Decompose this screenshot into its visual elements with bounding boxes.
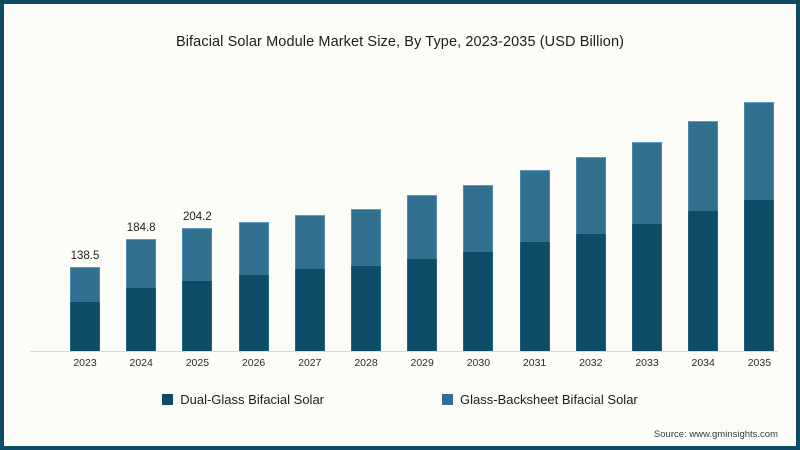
bar-segment-dual-glass-2026[interactable]: [238, 274, 269, 351]
x-axis-tick-2024: 2024: [129, 357, 153, 369]
bar-segment-dual-glass-2031[interactable]: [519, 241, 550, 351]
bar-segment-dual-glass-2027[interactable]: [294, 268, 325, 351]
bar-2033[interactable]: [632, 141, 662, 351]
bar-2024[interactable]: 184.8: [126, 222, 157, 351]
bar-segment-glass-backsheet-2027[interactable]: [294, 215, 325, 269]
bar-segment-dual-glass-2034[interactable]: [688, 210, 719, 351]
x-axis-tick-2032: 2032: [579, 357, 603, 369]
bar-segment-dual-glass-2023[interactable]: [70, 302, 100, 351]
bar-2035[interactable]: [744, 102, 775, 351]
legend-label-dual-glass: Dual-Glass Bifacial Solar: [180, 392, 325, 407]
x-axis-tick-2026: 2026: [241, 357, 266, 369]
bar-2023[interactable]: 138.5: [70, 250, 100, 351]
x-axis-tick-2034: 2034: [691, 357, 715, 369]
legend-swatch-dual-glass: [162, 394, 174, 405]
x-axis-tick-2027: 2027: [298, 357, 322, 369]
x-axis-tick-2025: 2025: [185, 357, 210, 369]
legend-swatch-glass-backsheet: [442, 394, 454, 405]
x-axis-tick-2028: 2028: [354, 357, 378, 369]
legend-label-glass-backsheet: Glass-Backsheet Bifacial Solar: [460, 392, 638, 407]
bar-2026[interactable]: [238, 221, 269, 351]
x-axis-tick-2023: 2023: [73, 357, 97, 369]
bar-2028[interactable]: [351, 208, 381, 351]
bar-segment-dual-glass-2028[interactable]: [351, 265, 381, 351]
plot-area: 138.5 2023 184.8 2024 204.2 2025 2026 2027 2028 2…: [22, 64, 778, 369]
bar-segment-dual-glass-2033[interactable]: [632, 224, 662, 351]
bar-segment-dual-glass-2030[interactable]: [463, 251, 494, 351]
x-axis-tick-2033: 2033: [635, 357, 659, 369]
bar-segment-glass-backsheet-2031[interactable]: [519, 170, 550, 242]
bar-2030[interactable]: [463, 184, 494, 351]
page-title: Bifacial Solar Module Market Size, By Ty…: [175, 34, 625, 50]
bar-segment-glass-backsheet-2025[interactable]: [182, 227, 213, 281]
bar-segment-glass-backsheet-2026[interactable]: [238, 221, 269, 275]
bar-2025[interactable]: 204.2: [182, 211, 213, 351]
bar-segment-glass-backsheet-2032[interactable]: [575, 157, 606, 234]
bar-segment-glass-backsheet-2030[interactable]: [463, 184, 494, 252]
chart-legend: Dual-Glass Bifacial Solar Glass-Backshee…: [4, 392, 796, 407]
bar-segment-dual-glass-2032[interactable]: [575, 233, 606, 351]
bar-segment-dual-glass-2024[interactable]: [126, 287, 157, 351]
x-axis-tick-2035: 2035: [747, 357, 772, 369]
bar-segment-dual-glass-2035[interactable]: [744, 199, 775, 351]
x-axis-tick-2031: 2031: [522, 357, 547, 369]
x-axis-line: [30, 351, 778, 352]
bar-value-label-2025: 204.2: [183, 210, 212, 223]
source-note: Source: www.gminsights.com: [653, 429, 778, 440]
bar-2031[interactable]: [519, 170, 550, 351]
bar-2027[interactable]: [294, 215, 325, 351]
bar-segment-glass-backsheet-2035[interactable]: [744, 102, 775, 200]
bar-segment-glass-backsheet-2033[interactable]: [632, 141, 662, 225]
bar-segment-dual-glass-2029[interactable]: [407, 258, 438, 351]
legend-item-glass-backsheet[interactable]: Glass-Backsheet Bifacial Solar: [442, 392, 638, 407]
bar-segment-glass-backsheet-2023[interactable]: [70, 267, 100, 303]
chart-canvas: Bifacial Solar Module Market Size, By Ty…: [4, 4, 796, 446]
bar-segment-glass-backsheet-2029[interactable]: [407, 195, 438, 259]
bar-segment-glass-backsheet-2034[interactable]: [688, 121, 719, 211]
bar-2034[interactable]: [688, 121, 719, 351]
bar-segment-glass-backsheet-2024[interactable]: [126, 239, 157, 288]
bar-value-label-2024: 184.8: [126, 222, 156, 235]
bar-2032[interactable]: [575, 157, 606, 351]
bar-value-label-2023: 138.5: [70, 250, 100, 263]
bar-segment-glass-backsheet-2028[interactable]: [351, 208, 381, 266]
bar-2029[interactable]: [407, 195, 438, 351]
x-axis-tick-2029: 2029: [410, 357, 434, 369]
legend-item-dual-glass[interactable]: Dual-Glass Bifacial Solar: [162, 392, 324, 407]
x-axis-tick-2030: 2030: [466, 357, 491, 369]
bar-segment-dual-glass-2025[interactable]: [182, 280, 213, 351]
